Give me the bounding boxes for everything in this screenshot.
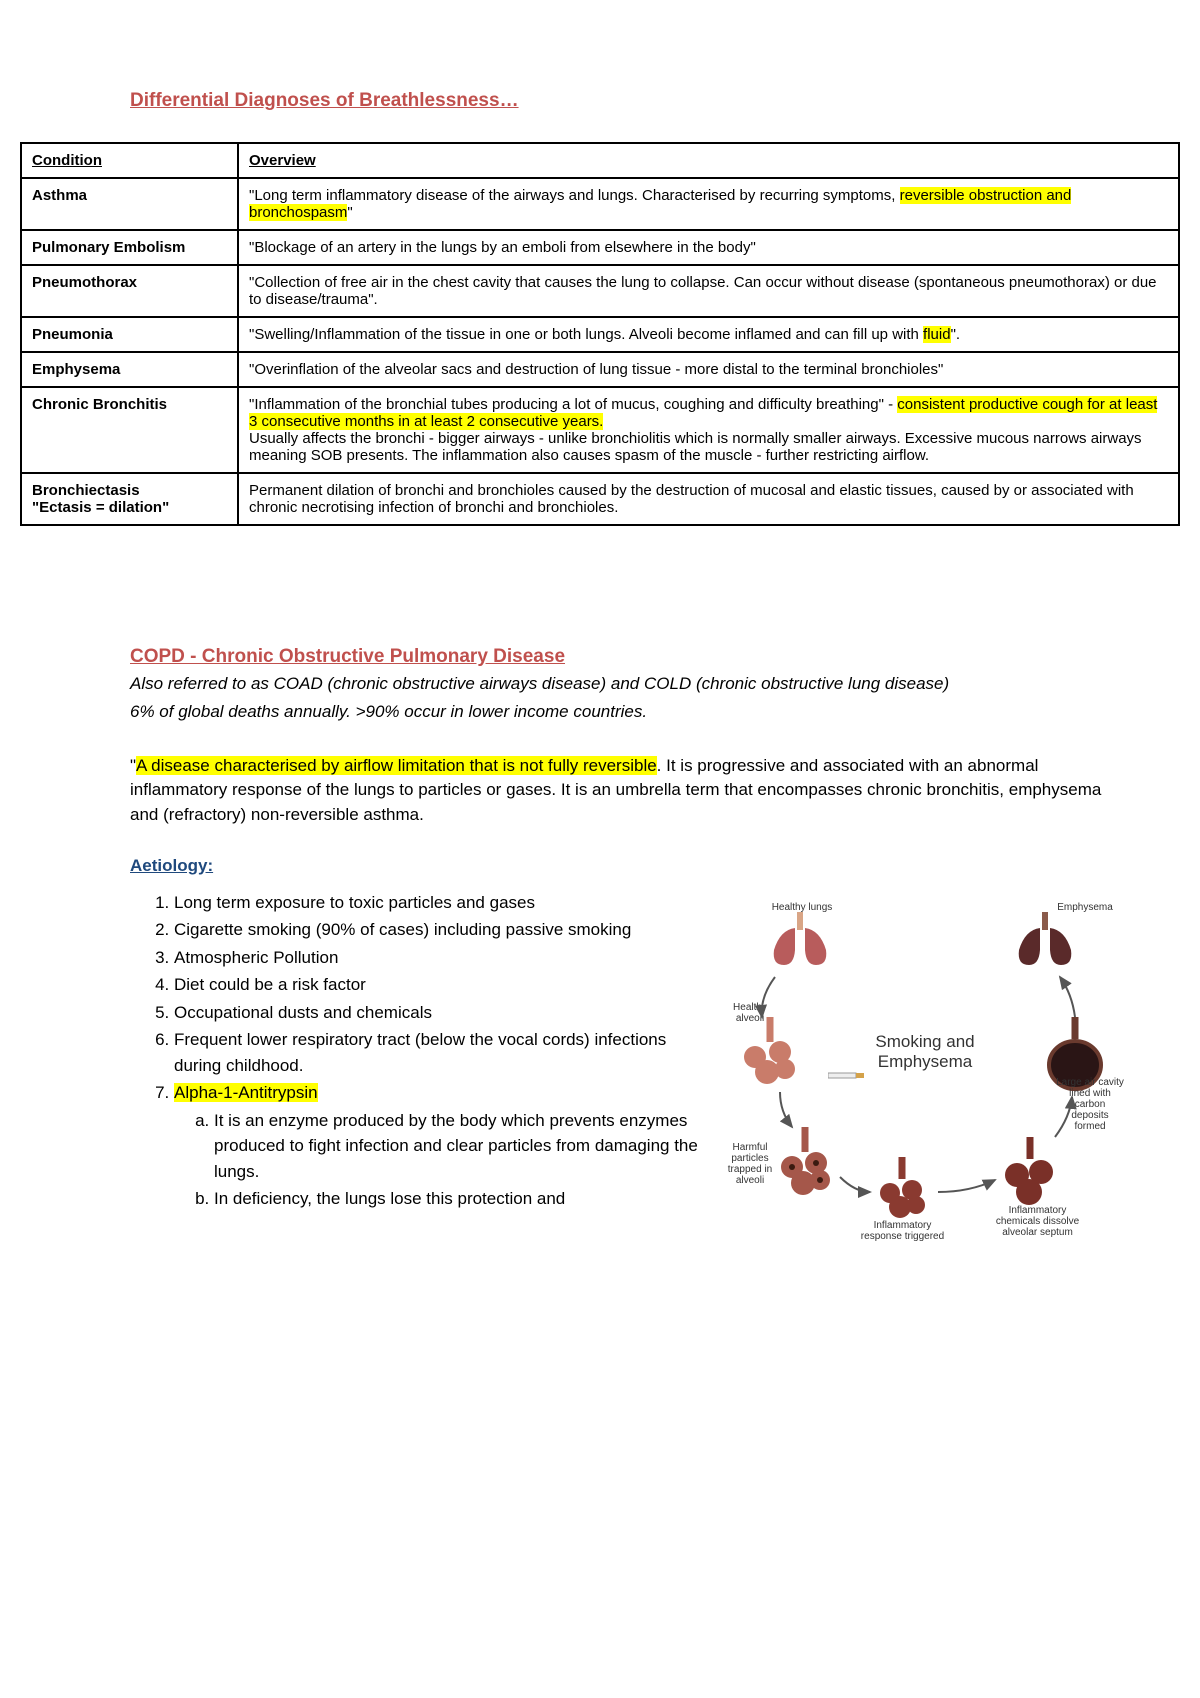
- table-row: Asthma"Long term inflammatory disease of…: [21, 178, 1179, 230]
- diagram-center-label: Smoking and Emphysema: [855, 1032, 995, 1073]
- copd-stats: 6% of global deaths annually. >90% occur…: [130, 700, 1120, 724]
- list-item: In deficiency, the lungs lose this prote…: [214, 1186, 710, 1212]
- condition-cell: Pulmonary Embolism: [21, 230, 238, 265]
- overview-cell: "Inflammation of the bronchial tubes pro…: [238, 387, 1179, 473]
- differential-table: Condition Overview Asthma"Long term infl…: [20, 142, 1180, 526]
- table-row: Emphysema"Overinflation of the alveolar …: [21, 352, 1179, 387]
- list-item: Occupational dusts and chemicals: [174, 1000, 710, 1026]
- overview-cell: Permanent dilation of bronchi and bronch…: [238, 473, 1179, 525]
- page-title: Differential Diagnoses of Breathlessness…: [130, 90, 1180, 112]
- overview-cell: "Swelling/Inflammation of the tissue in …: [238, 317, 1179, 352]
- smoking-emphysema-diagram: Healthy lungs Emphysema Healthy alveoli: [720, 902, 1120, 1232]
- condition-cell: Pneumothorax: [21, 265, 238, 317]
- condition-cell: Emphysema: [21, 352, 238, 387]
- list-item: It is an enzyme produced by the body whi…: [214, 1108, 710, 1185]
- list-item: Cigarette smoking (90% of cases) includi…: [174, 917, 710, 943]
- overview-cell: "Overinflation of the alveolar sacs and …: [238, 352, 1179, 387]
- list-item: Long term exposure to toxic particles an…: [174, 890, 710, 916]
- condition-cell: Chronic Bronchitis: [21, 387, 238, 473]
- table-row: Pneumonia"Swelling/Inflammation of the t…: [21, 317, 1179, 352]
- overview-cell: "Blockage of an artery in the lungs by a…: [238, 230, 1179, 265]
- list-item: Alpha-1-Antitrypsin It is an enzyme prod…: [174, 1080, 710, 1212]
- condition-cell: Bronchiectasis "Ectasis = dilation": [21, 473, 238, 525]
- copd-heading: COPD - Chronic Obstructive Pulmonary Dis…: [130, 646, 1120, 668]
- condition-cell: Asthma: [21, 178, 238, 230]
- table-header-condition: Condition: [21, 143, 238, 178]
- copd-definition: "A disease characterised by airflow limi…: [130, 754, 1120, 828]
- list-item: Atmospheric Pollution: [174, 945, 710, 971]
- copd-def-highlight: A disease characterised by airflow limit…: [136, 756, 657, 775]
- table-row: Pneumothorax"Collection of free air in t…: [21, 265, 1179, 317]
- table-row: Bronchiectasis "Ectasis = dilation"Perma…: [21, 473, 1179, 525]
- overview-cell: "Collection of free air in the chest cav…: [238, 265, 1179, 317]
- aetiology-heading: Aetiology:: [130, 856, 1120, 876]
- copd-alt-names: Also referred to as COAD (chronic obstru…: [130, 672, 1120, 696]
- overview-cell: "Long term inflammatory disease of the a…: [238, 178, 1179, 230]
- list-item: Frequent lower respiratory tract (below …: [174, 1027, 710, 1078]
- alpha1-highlight: Alpha-1-Antitrypsin: [174, 1083, 318, 1102]
- list-item: Diet could be a risk factor: [174, 972, 710, 998]
- alpha1-sublist: It is an enzyme produced by the body whi…: [174, 1108, 710, 1212]
- aetiology-list: Long term exposure to toxic particles an…: [130, 890, 710, 1212]
- table-row: Pulmonary Embolism"Blockage of an artery…: [21, 230, 1179, 265]
- condition-cell: Pneumonia: [21, 317, 238, 352]
- table-header-overview: Overview: [238, 143, 1179, 178]
- table-row: Chronic Bronchitis"Inflammation of the b…: [21, 387, 1179, 473]
